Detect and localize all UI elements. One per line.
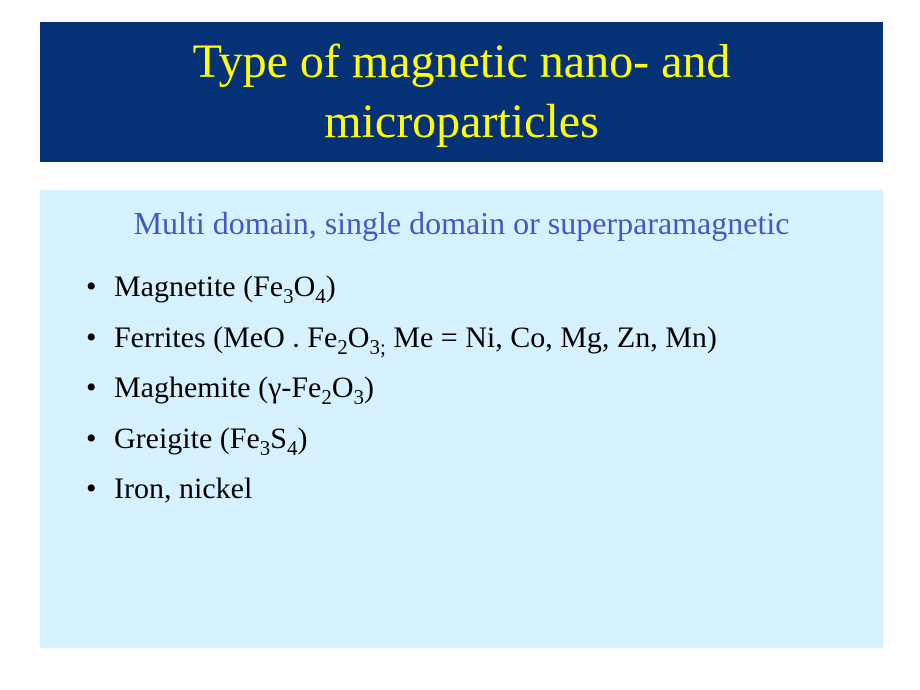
slide-subtitle: Multi domain, single domain or superpara… [66, 202, 857, 245]
slide-content-box: Multi domain, single domain or superpara… [40, 190, 883, 648]
slide-title-text: Type of magnetic nano- and microparticle… [60, 32, 863, 152]
bullet-item: Ferrites (MeO . Fe2O3; Me = Ni, Co, Mg, … [78, 318, 857, 359]
bullet-item: Magnetite (Fe3O4) [78, 267, 857, 308]
bullet-list: Magnetite (Fe3O4) Ferrites (MeO . Fe2O3; … [66, 267, 857, 510]
slide-title-bar: Type of magnetic nano- and microparticle… [40, 22, 883, 162]
bullet-item: Greigite (Fe3S4) [78, 419, 857, 460]
bullet-item: Iron, nickel [78, 469, 857, 510]
bullet-item: Maghemite (γ-Fe2O3) [78, 368, 857, 409]
